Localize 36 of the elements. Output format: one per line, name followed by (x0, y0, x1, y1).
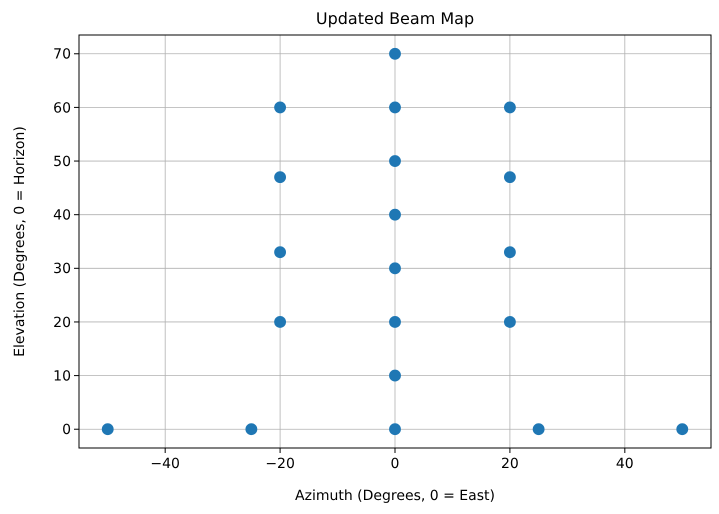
y-tick-label: 0 (62, 422, 71, 438)
y-axis-title: Elevation (Degrees, 0 = Horizon) (12, 126, 28, 357)
y-tick-label: 70 (53, 46, 71, 63)
point (389, 370, 401, 382)
point (389, 208, 401, 221)
point (389, 48, 401, 60)
x-tick-label: 40 (616, 456, 634, 472)
y-tick-label: 10 (53, 368, 71, 384)
point (504, 171, 516, 184)
point (676, 423, 688, 436)
point (389, 155, 401, 167)
x-tick-label: −40 (150, 456, 180, 472)
chart-title: Updated Beam Map (316, 9, 474, 28)
y-tick-label: 20 (53, 314, 71, 331)
y-tick-label: 50 (53, 154, 71, 170)
y-tick-label: 60 (53, 100, 71, 116)
point (504, 102, 516, 114)
point (274, 316, 286, 328)
x-tick-label: −20 (265, 456, 295, 472)
point (274, 171, 286, 184)
point (532, 423, 545, 436)
x-axis-title: Azimuth (Degrees, 0 = East) (295, 488, 495, 504)
point (389, 316, 401, 328)
point (389, 423, 401, 436)
point (504, 246, 516, 258)
point (245, 423, 258, 436)
point (389, 262, 401, 274)
x-tick-label: 20 (500, 456, 519, 472)
point (102, 423, 114, 436)
y-tick-label: 30 (53, 261, 71, 278)
point (389, 102, 401, 114)
y-tick-label: 40 (53, 208, 71, 224)
point (274, 246, 286, 258)
point (504, 316, 516, 328)
point (274, 102, 286, 114)
x-tick-label: 0 (390, 456, 400, 472)
